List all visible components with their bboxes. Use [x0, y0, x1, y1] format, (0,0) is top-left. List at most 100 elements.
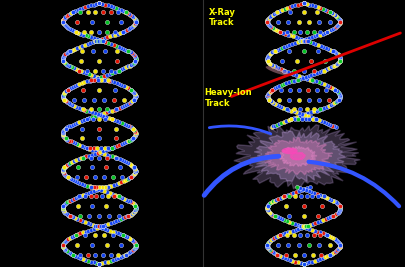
- Point: [300, 76, 306, 80]
- Point: [293, 110, 300, 115]
- Point: [301, 10, 307, 14]
- Point: [266, 53, 272, 57]
- Point: [337, 17, 343, 22]
- Point: [60, 17, 67, 21]
- Point: [264, 59, 271, 63]
- Point: [117, 105, 123, 110]
- Point: [67, 123, 74, 128]
- Point: [105, 222, 111, 226]
- Point: [91, 189, 98, 193]
- Point: [78, 156, 84, 160]
- Point: [79, 127, 86, 131]
- Point: [333, 62, 339, 67]
- Point: [333, 89, 340, 93]
- Point: [86, 147, 93, 151]
- Point: [265, 97, 272, 101]
- Point: [285, 193, 291, 197]
- Point: [130, 202, 137, 206]
- Polygon shape: [290, 152, 305, 160]
- Point: [122, 253, 128, 257]
- Point: [74, 83, 80, 87]
- Point: [295, 260, 301, 265]
- Point: [305, 114, 311, 118]
- Point: [271, 251, 277, 255]
- Point: [290, 191, 296, 195]
- Point: [80, 193, 87, 197]
- Point: [324, 67, 330, 71]
- Point: [299, 117, 305, 121]
- Point: [277, 254, 283, 258]
- Point: [124, 11, 130, 15]
- Point: [85, 4, 91, 9]
- Point: [284, 107, 291, 111]
- Point: [64, 88, 71, 92]
- Point: [288, 108, 294, 113]
- Point: [105, 184, 112, 189]
- Point: [303, 194, 310, 199]
- Point: [305, 97, 312, 102]
- Point: [298, 74, 305, 79]
- Point: [96, 262, 102, 266]
- Point: [71, 141, 78, 146]
- Point: [318, 219, 324, 223]
- Point: [62, 240, 68, 244]
- Point: [311, 30, 317, 34]
- Point: [305, 189, 312, 193]
- Point: [279, 255, 286, 259]
- Point: [309, 222, 316, 226]
- Point: [96, 1, 102, 5]
- Point: [96, 88, 102, 92]
- Point: [320, 218, 326, 222]
- Point: [294, 77, 301, 82]
- Point: [99, 224, 106, 228]
- Point: [317, 6, 324, 10]
- Point: [64, 88, 71, 92]
- Point: [60, 131, 66, 135]
- Point: [337, 204, 343, 208]
- Point: [98, 146, 104, 150]
- Point: [272, 86, 279, 90]
- Point: [82, 229, 89, 234]
- Point: [92, 253, 99, 257]
- Point: [116, 194, 122, 199]
- Point: [101, 74, 107, 78]
- Point: [81, 97, 87, 102]
- Point: [302, 112, 309, 116]
- Point: [94, 226, 100, 230]
- Point: [130, 61, 137, 65]
- Point: [287, 229, 293, 234]
- Point: [266, 90, 273, 94]
- Point: [264, 56, 271, 60]
- Point: [90, 117, 96, 121]
- Point: [292, 194, 298, 199]
- Point: [63, 99, 69, 103]
- Point: [84, 183, 90, 188]
- Point: [266, 211, 273, 215]
- Point: [271, 87, 277, 91]
- Point: [94, 37, 100, 41]
- Point: [112, 32, 119, 37]
- Point: [290, 109, 297, 113]
- Point: [132, 58, 139, 62]
- Point: [285, 243, 291, 247]
- Point: [94, 78, 101, 82]
- Point: [301, 262, 307, 266]
- Point: [100, 10, 106, 14]
- Point: [132, 171, 138, 175]
- Point: [92, 68, 98, 73]
- Point: [70, 10, 77, 14]
- Point: [132, 92, 138, 96]
- Point: [123, 160, 130, 164]
- Point: [286, 257, 293, 262]
- Point: [318, 253, 325, 257]
- Point: [70, 215, 76, 219]
- Point: [309, 78, 315, 82]
- Point: [318, 119, 325, 123]
- Point: [115, 218, 122, 222]
- Point: [77, 253, 83, 257]
- Point: [305, 223, 311, 228]
- Point: [116, 82, 122, 87]
- Point: [92, 111, 98, 115]
- Point: [267, 15, 273, 19]
- Point: [276, 84, 283, 88]
